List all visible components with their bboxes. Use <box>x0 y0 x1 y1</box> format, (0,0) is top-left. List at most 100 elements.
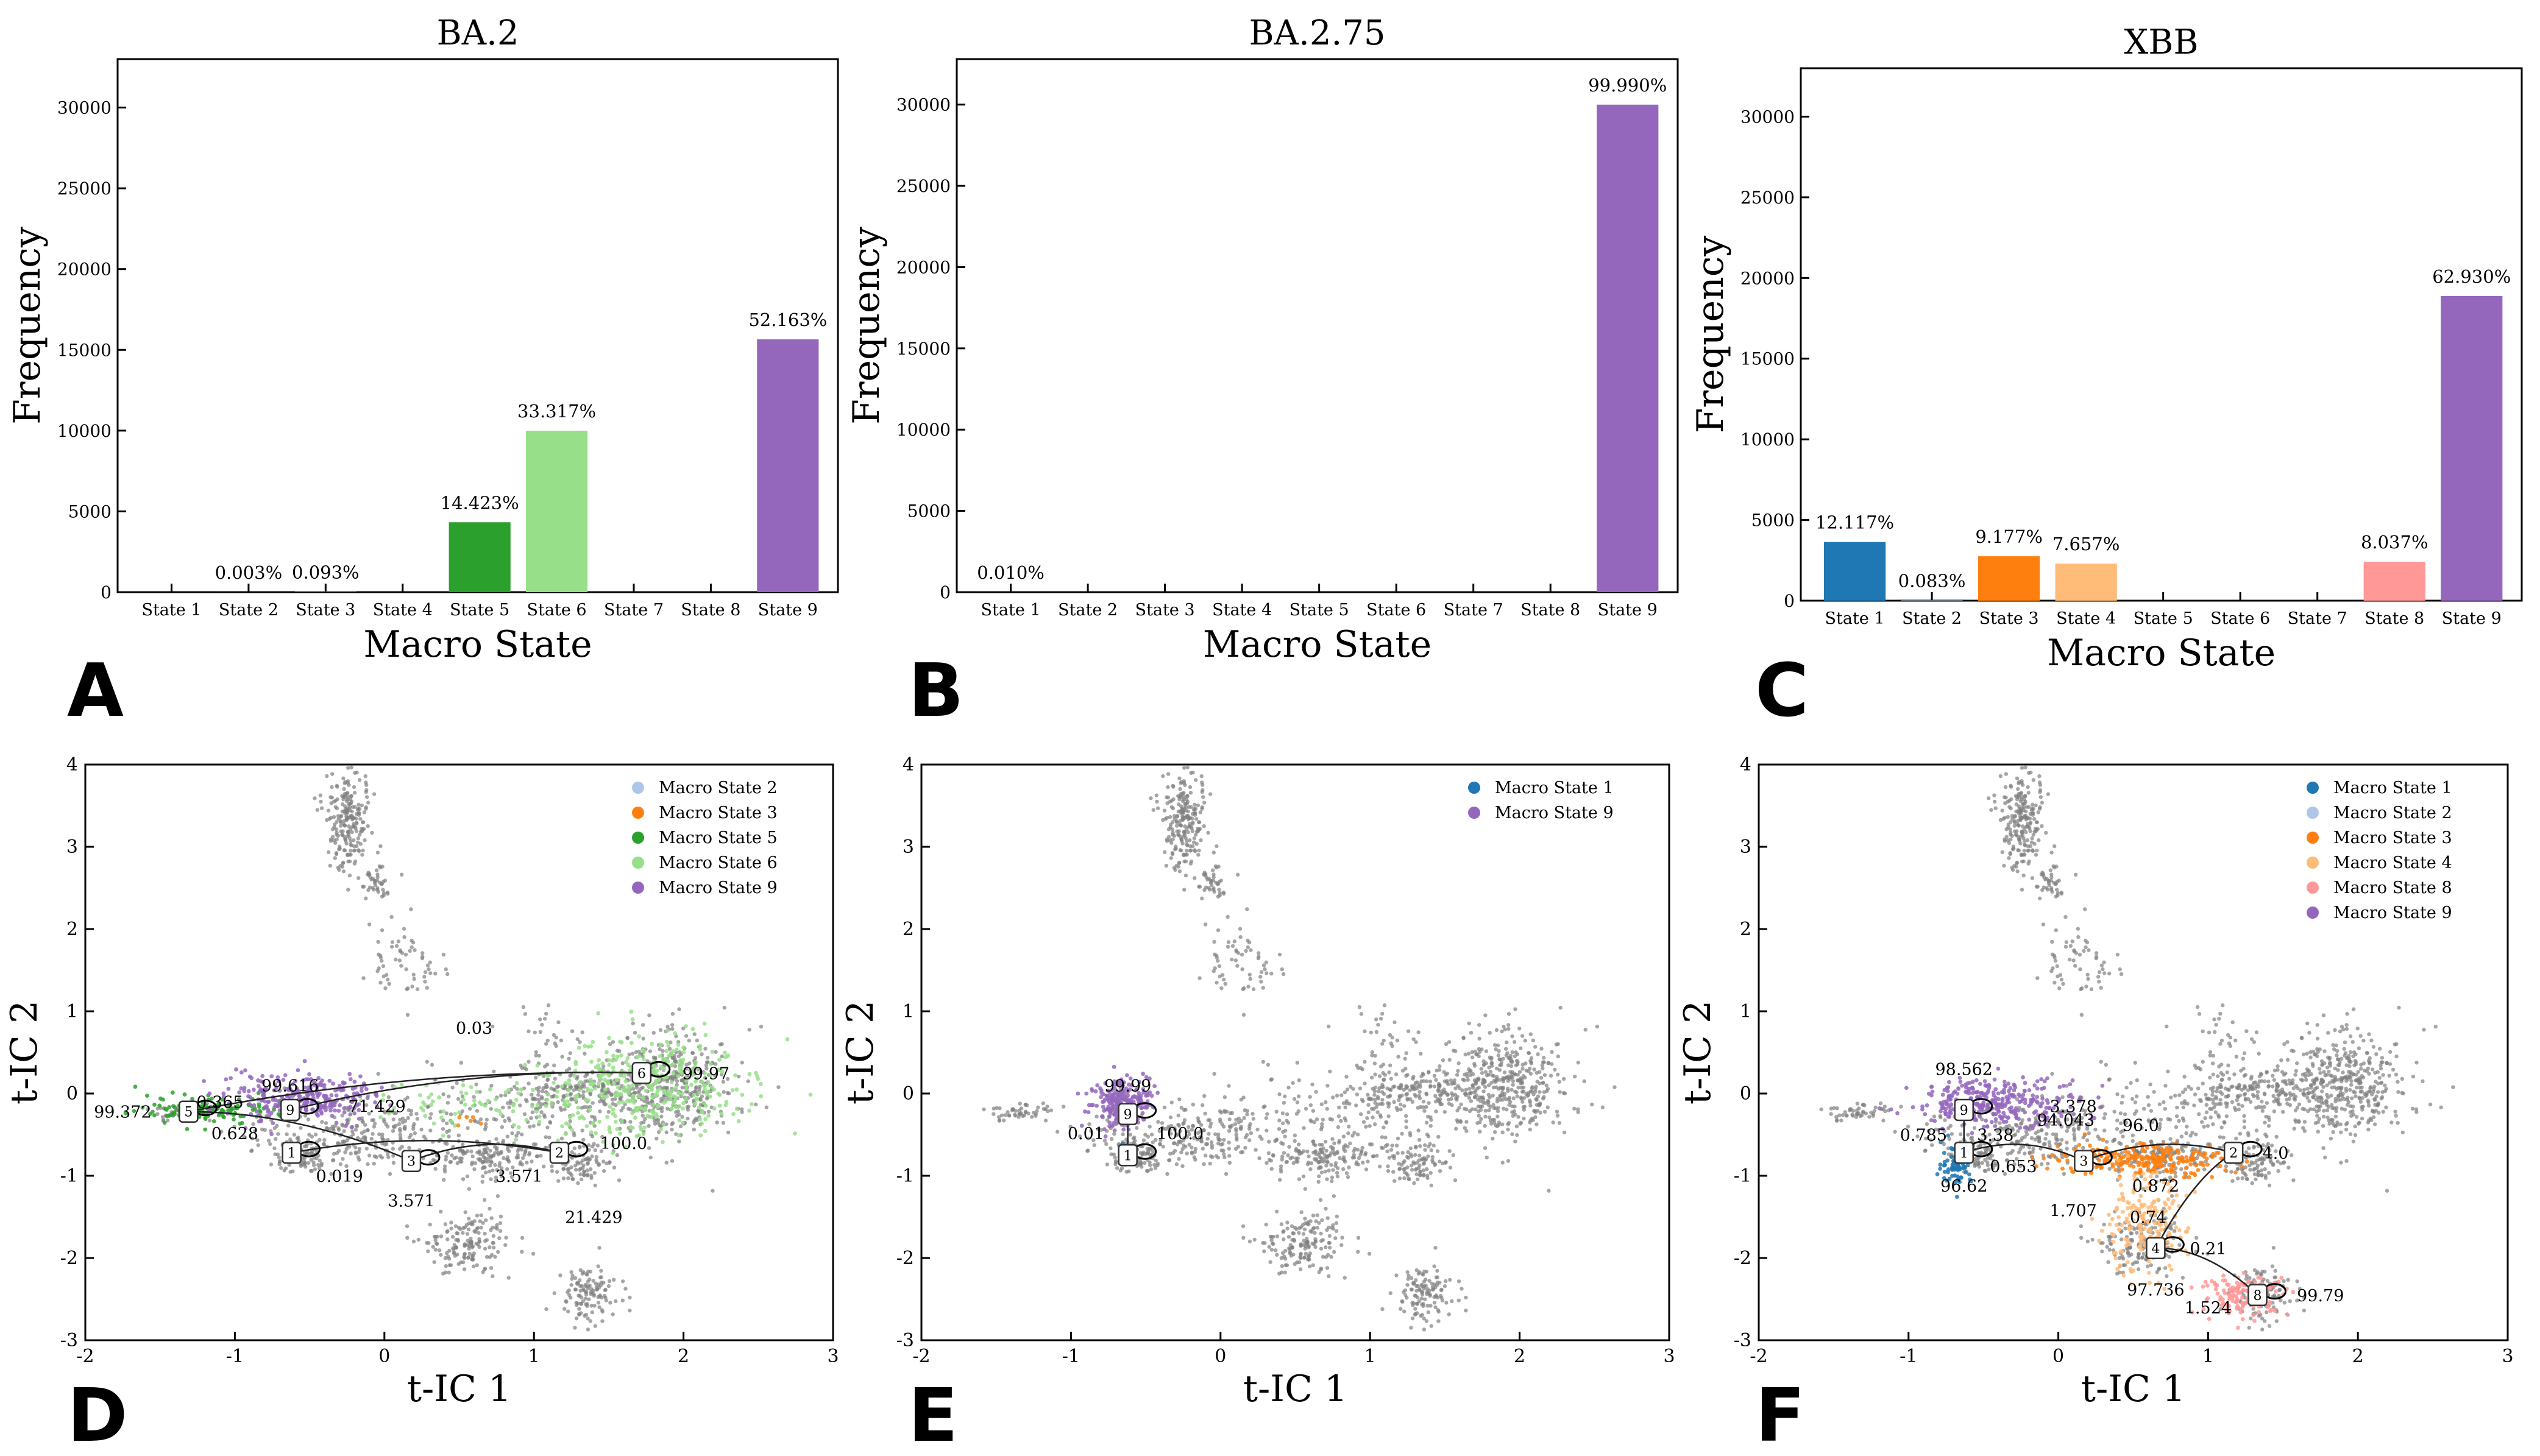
background-point <box>463 1242 467 1246</box>
background-point <box>568 1119 572 1123</box>
background-point <box>372 1125 377 1129</box>
background-point <box>590 1310 595 1315</box>
background-point <box>306 1161 311 1165</box>
background-point <box>512 1084 517 1089</box>
background-point <box>357 1147 362 1151</box>
state-point <box>660 1066 665 1070</box>
background-point <box>547 1136 552 1140</box>
background-point <box>550 1094 554 1099</box>
background-point <box>675 1114 679 1118</box>
background-point <box>1483 1146 1488 1150</box>
background-point <box>673 1059 677 1063</box>
background-point <box>570 1277 574 1281</box>
state-point <box>565 1093 569 1098</box>
background-point <box>346 766 350 770</box>
background-point <box>578 1278 582 1282</box>
background-point <box>505 1147 510 1151</box>
background-point <box>1339 1093 1344 1097</box>
background-point <box>1172 866 1177 870</box>
background-point <box>998 1106 1002 1111</box>
background-point <box>608 1042 612 1047</box>
background-point <box>1528 1032 1533 1036</box>
background-point <box>1299 1242 1303 1246</box>
state-point <box>785 1037 790 1042</box>
background-point <box>380 894 385 899</box>
x-axis-label: Macro State <box>363 623 592 666</box>
background-point <box>1218 1137 1222 1142</box>
background-point <box>461 1260 466 1265</box>
background-point <box>1311 1214 1316 1218</box>
background-point <box>1264 1116 1269 1120</box>
background-point <box>591 1279 595 1283</box>
background-point <box>568 1073 572 1078</box>
background-point <box>343 811 347 816</box>
background-point <box>592 1171 597 1175</box>
background-point <box>1490 1064 1494 1068</box>
background-point <box>1572 1074 1577 1079</box>
background-point <box>1534 1097 1538 1101</box>
background-point <box>364 1147 369 1151</box>
background-point <box>1293 1262 1297 1267</box>
background-point <box>1299 1225 1304 1229</box>
background-point <box>1244 1133 1249 1137</box>
background-point <box>1315 1226 1319 1230</box>
y-tick-label: 0 <box>940 582 951 603</box>
background-point <box>1524 1061 1528 1065</box>
y-tick-label: 30000 <box>896 95 951 115</box>
background-point <box>474 1082 478 1087</box>
state-point <box>664 1092 669 1097</box>
background-point <box>1460 1287 1464 1291</box>
background-point <box>374 868 379 872</box>
background-point <box>611 1312 615 1316</box>
background-point <box>1432 1264 1436 1268</box>
background-point <box>1485 1073 1489 1078</box>
background-point <box>1346 1175 1350 1179</box>
state-point <box>684 1087 689 1091</box>
state-point <box>615 1055 620 1059</box>
state-point <box>703 1033 708 1037</box>
background-point <box>494 1179 498 1184</box>
background-point <box>352 791 357 795</box>
state-point <box>734 1087 739 1092</box>
background-point <box>462 1267 467 1271</box>
background-point <box>1484 1049 1489 1053</box>
background-point <box>585 1168 589 1173</box>
state-point <box>626 1098 631 1103</box>
background-point <box>1261 1104 1266 1109</box>
background-point <box>1282 1100 1286 1105</box>
state-point <box>261 1087 266 1092</box>
background-point <box>615 1153 619 1157</box>
background-point <box>1258 1134 1262 1139</box>
background-point <box>420 951 425 955</box>
background-point <box>1277 1092 1282 1097</box>
background-point <box>256 1143 260 1147</box>
x-tick-label: State 8 <box>1520 601 1580 620</box>
state-point <box>623 1079 628 1084</box>
state-point <box>355 1103 359 1108</box>
background-point <box>347 816 351 820</box>
background-point <box>572 1133 576 1137</box>
background-point <box>588 1167 593 1172</box>
y-tick-label: 5000 <box>68 501 112 521</box>
background-point <box>444 967 448 972</box>
background-point <box>1168 1151 1172 1156</box>
state-point <box>357 1108 361 1112</box>
state-point <box>162 1120 167 1125</box>
background-point <box>400 1145 405 1149</box>
background-point <box>344 1147 349 1151</box>
background-point <box>1528 1059 1533 1063</box>
background-point <box>349 794 353 798</box>
background-point <box>1327 1245 1332 1250</box>
state-point <box>750 1102 754 1106</box>
background-point <box>1259 980 1263 984</box>
state-point <box>702 1083 706 1088</box>
background-point <box>495 1146 499 1150</box>
state-point <box>207 1091 212 1096</box>
background-point <box>394 1111 399 1115</box>
background-point <box>398 1129 402 1133</box>
background-point <box>1190 1151 1194 1156</box>
bar <box>449 522 511 592</box>
state-point <box>694 1097 699 1101</box>
state-node-label: 1 <box>288 1146 296 1161</box>
background-point <box>1249 948 1253 952</box>
